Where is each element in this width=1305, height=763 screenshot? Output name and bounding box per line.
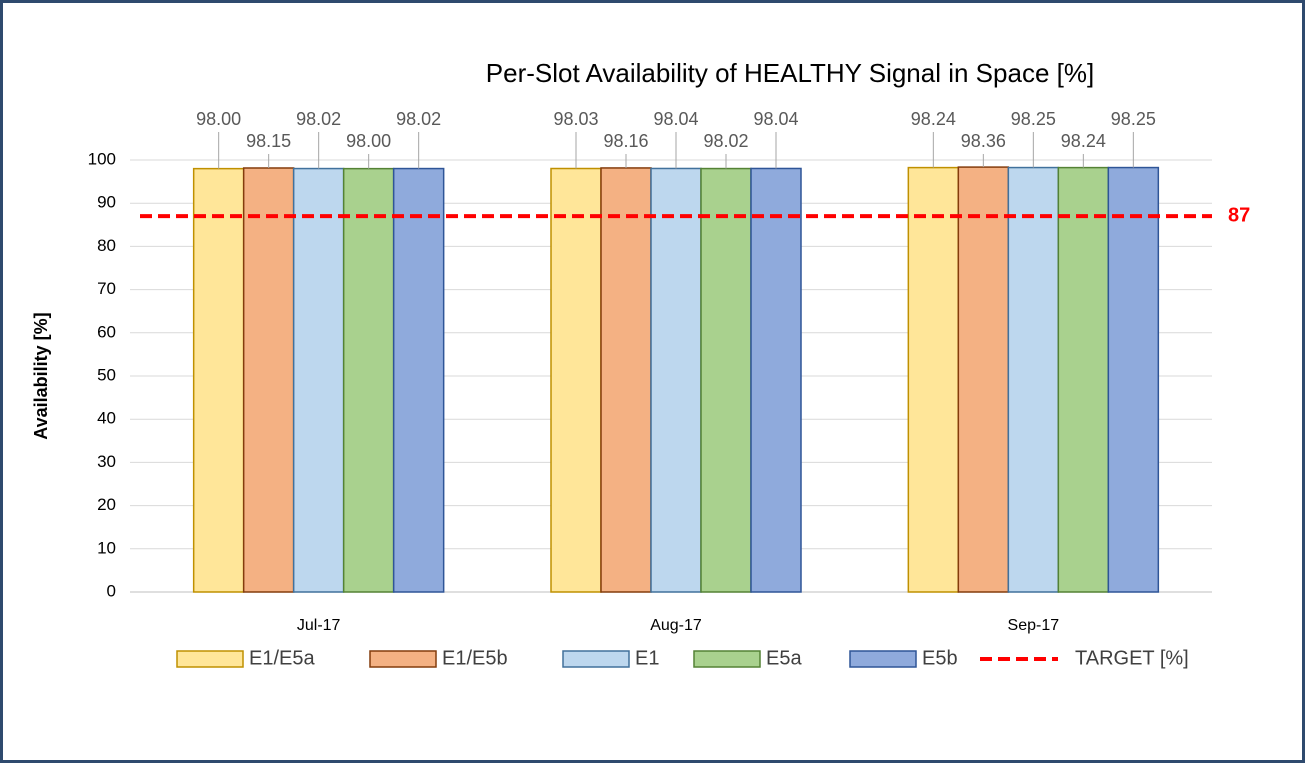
data-label: 98.25 [1111, 109, 1156, 129]
y-tick-label: 10 [97, 538, 116, 557]
legend-swatch [369, 650, 437, 668]
data-label: 98.15 [246, 131, 291, 151]
data-label: 98.03 [553, 109, 598, 129]
x-tick-label: Sep-17 [1008, 617, 1060, 634]
y-tick-label: 100 [88, 149, 116, 168]
bar [1057, 166, 1110, 593]
y-tick-label: 80 [97, 236, 116, 255]
bar [750, 167, 802, 593]
legend-label: TARGET [%] [1075, 647, 1189, 669]
data-label: 98.04 [753, 109, 798, 129]
data-label: 98.24 [1061, 131, 1106, 151]
bar [392, 167, 445, 593]
legend-label: E1/E5b [442, 647, 508, 669]
chart-title: Per-Slot Availability of HEALTHY Signal … [486, 58, 1094, 88]
y-axis-label: Availability [%] [31, 312, 51, 439]
bar [292, 167, 345, 593]
target-label: 87 [1228, 204, 1250, 226]
legend-swatch [693, 650, 761, 668]
y-tick-label: 40 [97, 409, 116, 428]
bar [1007, 166, 1060, 593]
bar [650, 167, 702, 593]
data-label: 98.24 [911, 109, 956, 129]
bar [192, 167, 245, 593]
legend-label: E1/E5a [249, 647, 315, 669]
y-tick-label: 60 [97, 322, 116, 341]
data-label: 98.02 [296, 109, 341, 129]
legend-label: E5a [766, 647, 802, 669]
data-label: 98.25 [1011, 109, 1056, 129]
y-tick-label: 70 [97, 279, 116, 298]
bar [700, 167, 752, 593]
data-label: 98.00 [346, 131, 391, 151]
legend-label: E5b [922, 647, 958, 669]
data-label: 98.02 [396, 109, 441, 129]
bar [957, 166, 1010, 593]
bar [242, 167, 295, 593]
bar [600, 167, 652, 593]
x-tick-label: Aug-17 [650, 617, 702, 634]
legend-label: E1 [635, 647, 659, 669]
x-tick-label: Jul-17 [297, 617, 341, 634]
y-tick-label: 20 [97, 495, 116, 514]
bar [907, 166, 960, 593]
y-tick-label: 30 [97, 452, 116, 471]
data-label: 98.04 [653, 109, 698, 129]
bar [1107, 166, 1160, 593]
data-label: 98.36 [961, 131, 1006, 151]
data-label: 98.00 [196, 109, 241, 129]
bar [342, 167, 395, 593]
data-label: 98.16 [603, 131, 648, 151]
data-label: 98.02 [703, 131, 748, 151]
y-tick-label: 0 [107, 581, 116, 600]
bar [550, 167, 602, 593]
y-tick-label: 90 [97, 193, 116, 212]
legend-swatch [849, 650, 917, 668]
legend-swatch [176, 650, 244, 668]
legend-swatch [562, 650, 630, 668]
y-tick-label: 50 [97, 365, 116, 384]
